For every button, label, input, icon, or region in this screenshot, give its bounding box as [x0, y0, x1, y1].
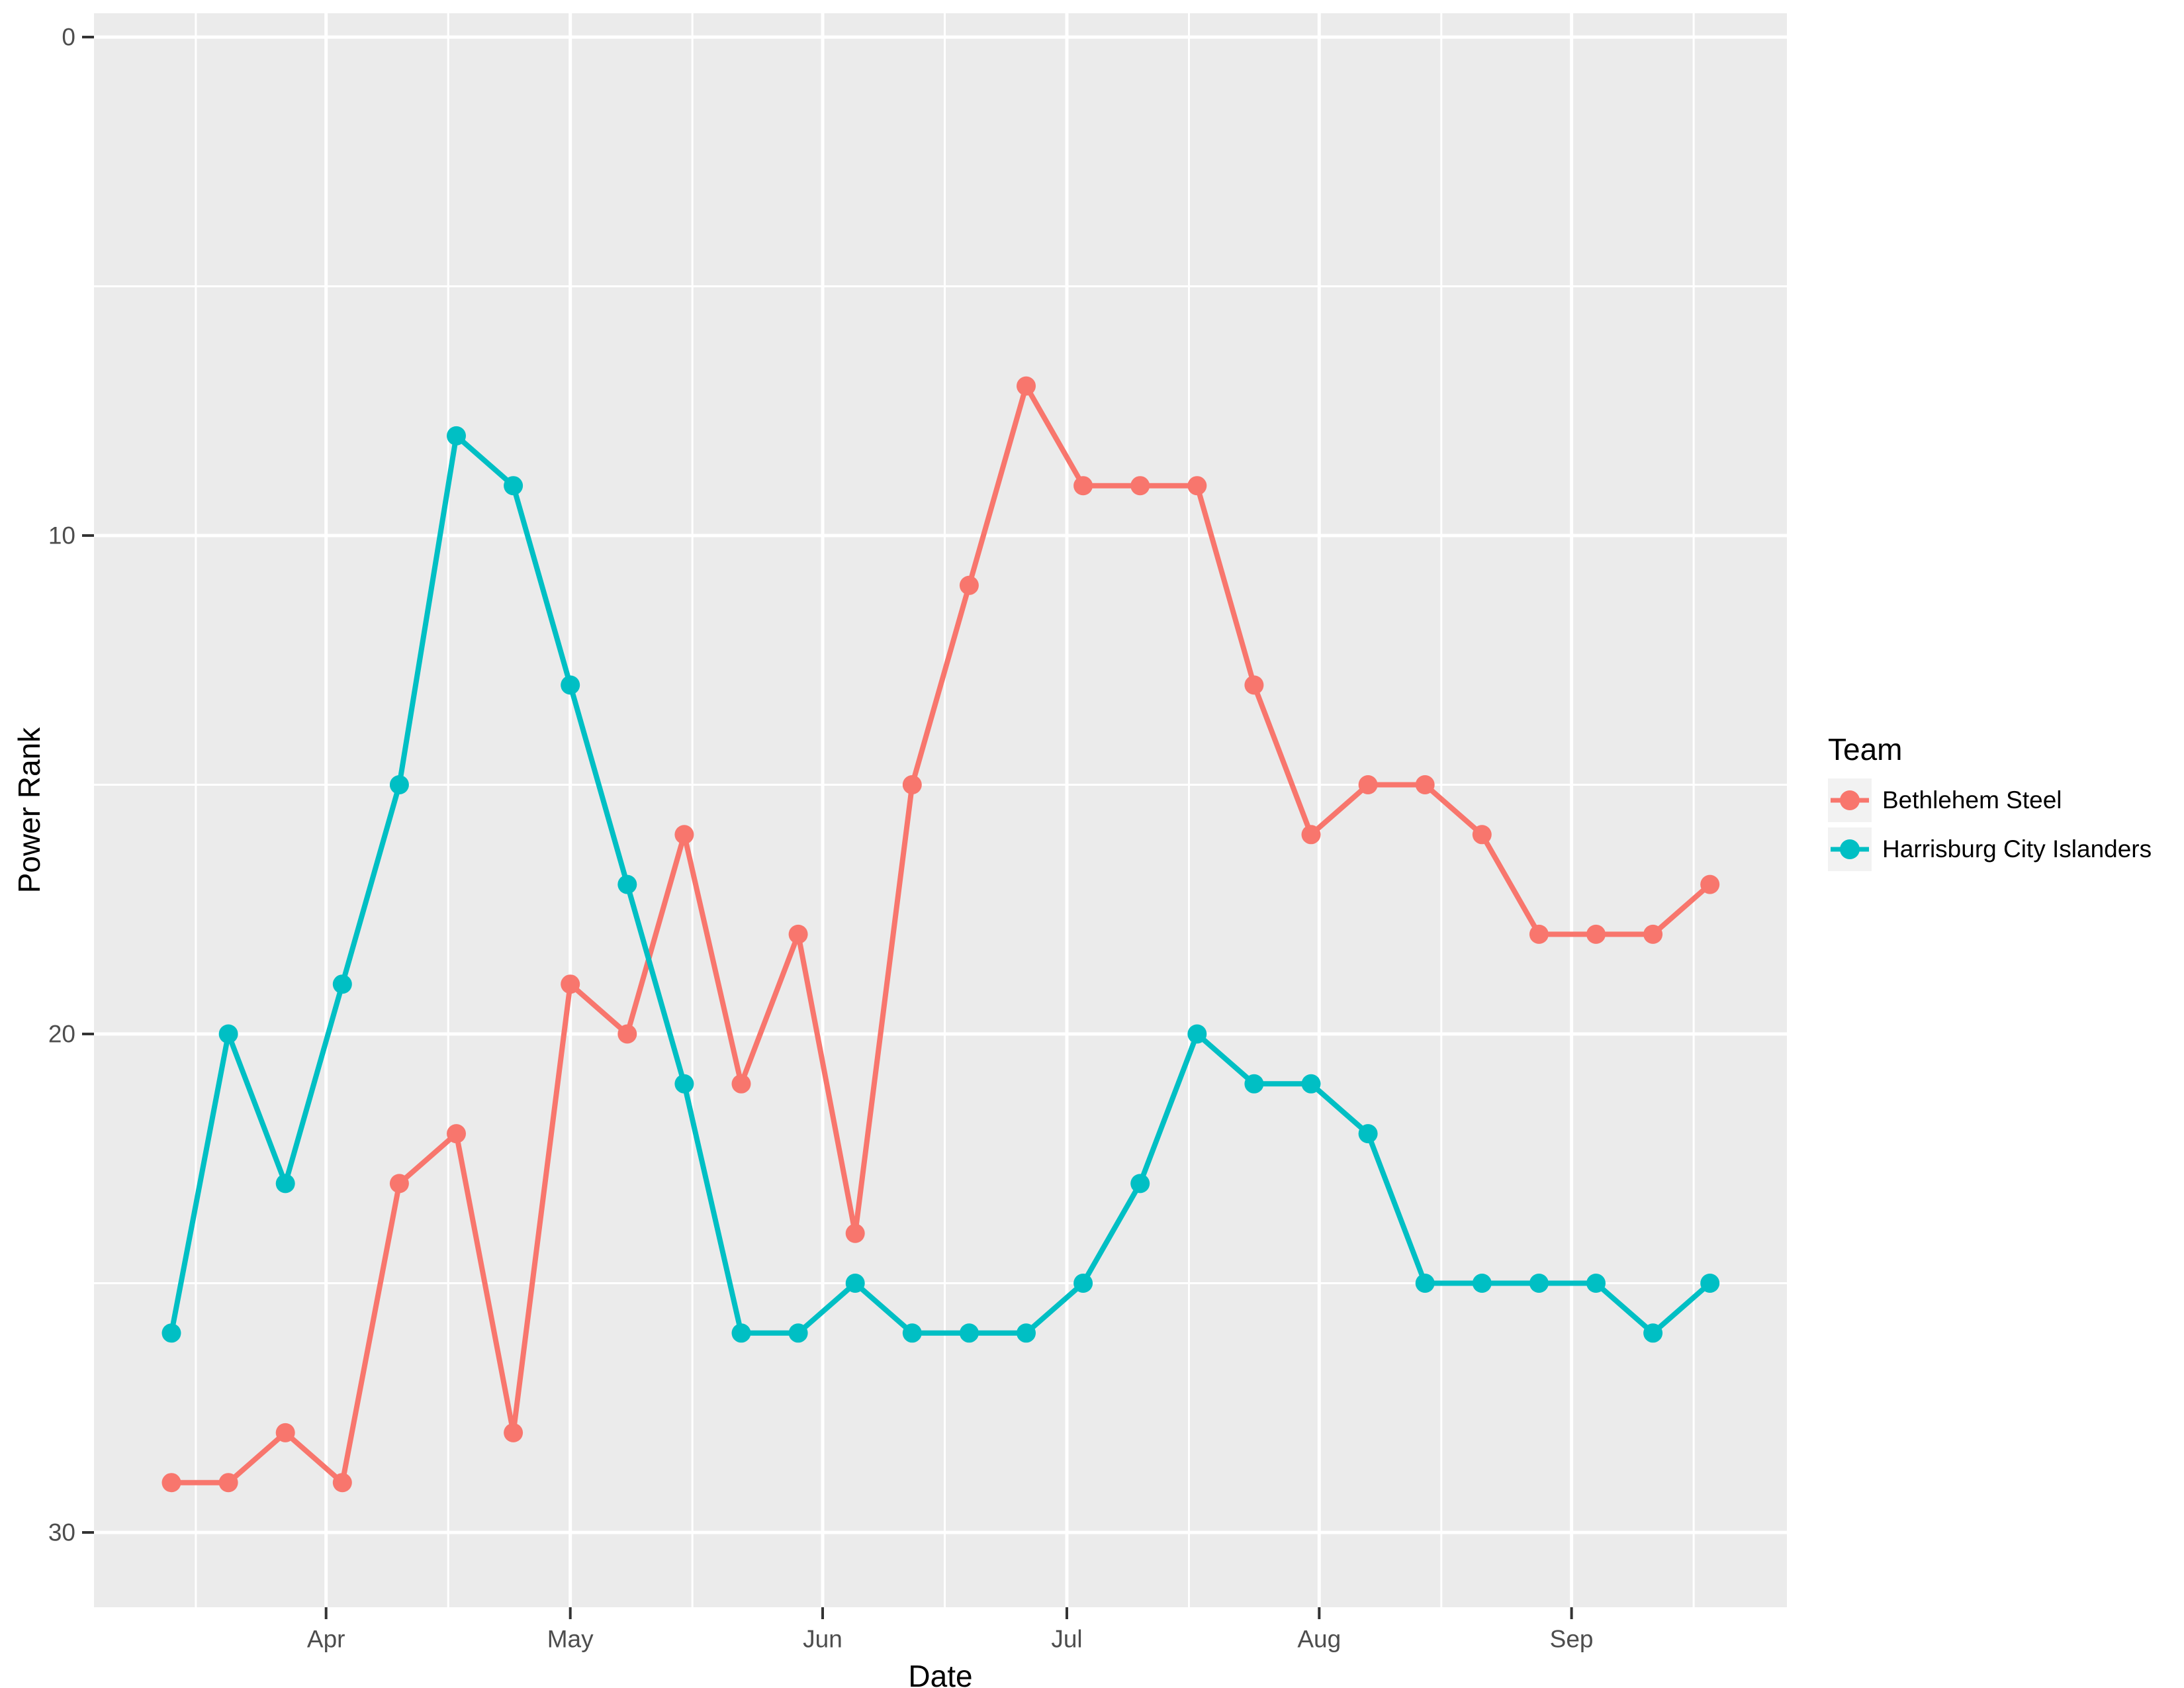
legend-item-harrisburg-city-islanders: Harrisburg City Islanders	[1828, 827, 2152, 871]
data-point-bethlehem-steel	[617, 1024, 637, 1044]
data-point-harrisburg-city-islanders	[902, 1323, 922, 1343]
x-tick-label: Jun	[803, 1626, 842, 1653]
data-point-bethlehem-steel	[845, 1223, 865, 1243]
data-point-bethlehem-steel	[1700, 874, 1720, 894]
data-point-bethlehem-steel	[1130, 476, 1150, 496]
data-point-harrisburg-city-islanders	[1358, 1124, 1378, 1144]
x-tick-label: Sep	[1550, 1626, 1594, 1653]
data-point-harrisburg-city-islanders	[1700, 1274, 1720, 1293]
data-point-bethlehem-steel	[332, 1473, 352, 1493]
data-point-bethlehem-steel	[1472, 825, 1492, 845]
legend-title: Team	[1828, 732, 1903, 767]
data-point-bethlehem-steel	[1586, 924, 1606, 944]
data-point-bethlehem-steel	[1187, 476, 1207, 496]
data-point-harrisburg-city-islanders	[275, 1174, 295, 1194]
x-tick-label: May	[547, 1626, 594, 1653]
data-point-harrisburg-city-islanders	[1643, 1323, 1663, 1343]
data-point-bethlehem-steel	[504, 1423, 523, 1442]
data-point-harrisburg-city-islanders	[959, 1323, 979, 1343]
data-point-harrisburg-city-islanders	[1017, 1323, 1036, 1343]
data-point-bethlehem-steel	[1358, 775, 1378, 794]
data-point-harrisburg-city-islanders	[1301, 1074, 1321, 1094]
data-point-bethlehem-steel	[218, 1473, 238, 1493]
data-point-bethlehem-steel	[902, 775, 922, 794]
data-point-bethlehem-steel	[959, 575, 979, 595]
x-tick-label: Apr	[307, 1626, 345, 1653]
data-point-bethlehem-steel	[1017, 376, 1036, 396]
data-point-harrisburg-city-islanders	[389, 775, 409, 794]
data-point-harrisburg-city-islanders	[218, 1024, 238, 1044]
data-point-bethlehem-steel	[1301, 825, 1321, 845]
data-point-harrisburg-city-islanders	[1130, 1174, 1150, 1194]
data-point-harrisburg-city-islanders	[1187, 1024, 1207, 1044]
y-tick-label: 10	[48, 522, 75, 549]
x-tick-label: Aug	[1297, 1626, 1341, 1653]
series-line-harrisburg-city-islanders	[169, 433, 1712, 1336]
data-point-bethlehem-steel	[161, 1473, 181, 1493]
y-axis-title: Power Rank	[12, 727, 46, 894]
legend: Team Bethlehem Steel Harrisburg City Isl…	[1828, 732, 2152, 876]
data-point-harrisburg-city-islanders	[1529, 1274, 1549, 1293]
data-point-bethlehem-steel	[788, 924, 808, 944]
series-line-bethlehem-steel	[171, 383, 1712, 1485]
data-point-harrisburg-city-islanders	[1073, 1274, 1093, 1293]
data-point-harrisburg-city-islanders	[788, 1323, 808, 1343]
data-point-bethlehem-steel	[1244, 675, 1264, 695]
data-point-harrisburg-city-islanders	[1244, 1074, 1264, 1094]
data-point-harrisburg-city-islanders	[1472, 1274, 1492, 1293]
data-point-bethlehem-steel	[1643, 924, 1663, 944]
y-tick-label: 0	[62, 24, 75, 51]
data-point-bethlehem-steel	[674, 825, 694, 845]
data-point-harrisburg-city-islanders	[504, 476, 523, 496]
data-point-bethlehem-steel	[1073, 476, 1093, 496]
legend-label-harrisburg-city-islanders: Harrisburg City Islanders	[1882, 835, 2152, 863]
x-axis-title: Date	[908, 1659, 972, 1688]
data-point-harrisburg-city-islanders	[1586, 1274, 1606, 1293]
x-tick-label: Jul	[1051, 1626, 1082, 1653]
data-point-harrisburg-city-islanders	[674, 1074, 694, 1094]
y-tick-label: 30	[48, 1519, 75, 1546]
data-point-bethlehem-steel	[731, 1074, 751, 1094]
data-point-bethlehem-steel	[1529, 924, 1549, 944]
data-point-bethlehem-steel	[275, 1423, 295, 1442]
data-point-harrisburg-city-islanders	[845, 1274, 865, 1293]
data-point-harrisburg-city-islanders	[731, 1323, 751, 1343]
legend-key-harrisburg-city-islanders-icon	[1828, 827, 1872, 871]
y-tick-label: 20	[48, 1021, 75, 1048]
data-point-harrisburg-city-islanders	[161, 1323, 181, 1343]
data-point-harrisburg-city-islanders	[1415, 1274, 1435, 1293]
data-point-harrisburg-city-islanders	[447, 426, 466, 445]
plot-panel	[94, 13, 1787, 1607]
data-point-harrisburg-city-islanders	[617, 874, 637, 894]
data-point-bethlehem-steel	[389, 1174, 409, 1194]
data-point-bethlehem-steel	[447, 1124, 466, 1144]
data-point-bethlehem-steel	[561, 974, 580, 994]
legend-label-bethlehem-steel: Bethlehem Steel	[1882, 786, 2062, 814]
data-point-harrisburg-city-islanders	[561, 675, 580, 695]
legend-key-bethlehem-steel-icon	[1828, 778, 1872, 822]
legend-item-bethlehem-steel: Bethlehem Steel	[1828, 778, 2152, 822]
data-point-bethlehem-steel	[1415, 775, 1435, 794]
data-point-harrisburg-city-islanders	[332, 974, 352, 994]
